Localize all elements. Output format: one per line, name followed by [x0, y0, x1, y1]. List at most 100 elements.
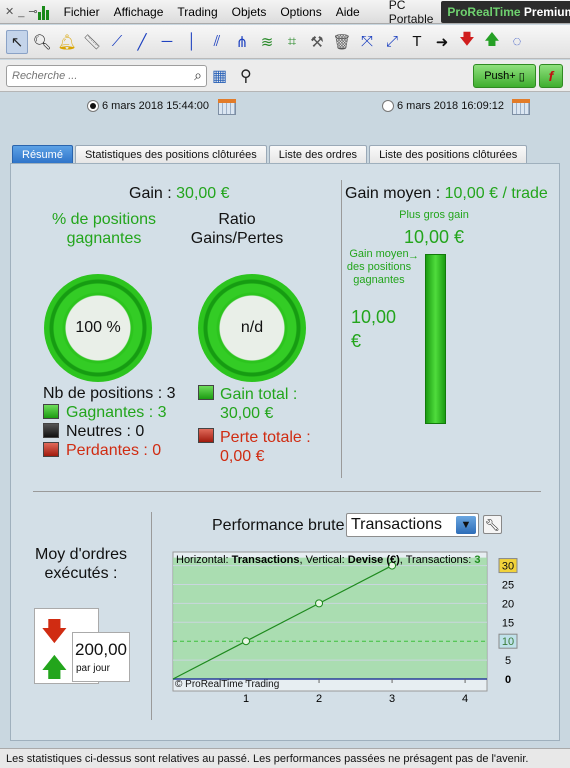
- biggest-gain-label: Plus gros gain: [399, 209, 469, 221]
- y-tick-label: 25: [502, 579, 514, 591]
- ratio-ring: n/d: [198, 274, 306, 382]
- avg-orders-value: 200,00: [75, 640, 127, 659]
- start-date-radio[interactable]: [87, 100, 99, 112]
- close-icon[interactable]: ✕: [5, 6, 15, 18]
- gain-label: Gain :: [129, 185, 177, 202]
- magnifier-icon[interactable]: 🔍︎: [32, 33, 52, 51]
- line-icon[interactable]: ╱: [137, 33, 147, 51]
- script-button[interactable]: f: [539, 64, 563, 88]
- section-divider-vertical: [341, 180, 342, 478]
- menu-affichage[interactable]: Affichage: [113, 4, 164, 19]
- text-icon[interactable]: T: [412, 33, 422, 50]
- ruler-icon[interactable]: 📏︎: [82, 33, 102, 51]
- tab-liste-ordres[interactable]: Liste des ordres: [268, 145, 368, 163]
- channel-icon[interactable]: ⫽: [213, 33, 221, 50]
- total-gain-value: 30,00 €: [220, 405, 274, 422]
- avg-win-value: 10,00 €: [351, 307, 397, 351]
- losers-swatch: [43, 442, 59, 457]
- tab-resume[interactable]: Résumé: [12, 145, 73, 163]
- horizontal-line-icon[interactable]: ─: [161, 33, 173, 50]
- neutral-swatch: [43, 423, 59, 438]
- gann-icon[interactable]: ⌗: [287, 33, 297, 50]
- tab-statistiques[interactable]: Statistiques des positions clôturées: [74, 145, 267, 163]
- chart-legend: Horizontal: Transactions, Vertical: Devi…: [176, 554, 481, 566]
- tools-icon[interactable]: ⚒: [310, 33, 324, 51]
- chevron-down-icon[interactable]: ▼: [456, 516, 476, 534]
- chart-watermark: © ProRealTime Trading: [175, 679, 279, 690]
- menu-fichier[interactable]: Fichier: [63, 4, 100, 19]
- screener-icon[interactable]: ▦: [212, 68, 228, 85]
- x-tick-label: 1: [243, 693, 249, 705]
- y-tick-label: 15: [502, 617, 514, 629]
- end-date: 6 mars 2018 16:09:12: [397, 100, 505, 112]
- orders-per-day-card: 200,00 par jour: [72, 632, 130, 682]
- neutral-count: Neutres : 0: [66, 423, 145, 440]
- search-box: ⌕: [6, 65, 207, 87]
- total-gain-label: Gain total :: [220, 386, 298, 403]
- total-gain: Gain total : 30,00 €: [220, 385, 297, 423]
- menu-trading[interactable]: Trading: [177, 4, 218, 19]
- section-divider-horizontal: [33, 491, 541, 492]
- data-point: [388, 561, 397, 570]
- avg-orders-unit: par jour: [76, 663, 110, 674]
- chart-divider-vertical: [151, 512, 152, 720]
- data-point: [242, 637, 251, 646]
- total-loss: Perte totale : 0,00 €: [220, 428, 311, 466]
- y-tick-label: 5: [505, 655, 511, 667]
- total-loss-swatch: [198, 428, 214, 443]
- menu-objets[interactable]: Objets: [231, 4, 267, 19]
- pc-portable-label[interactable]: PC Portable: [388, 0, 434, 26]
- avg-gain-bar: [425, 254, 446, 424]
- gain-value: 30,00 €: [176, 185, 230, 202]
- segment-icon[interactable]: ⟋: [111, 33, 123, 50]
- search-icon[interactable]: ⌕: [194, 67, 202, 83]
- search-row: ⌕ ▦ ⚲ Push+▯ f: [0, 60, 570, 92]
- pitchfork-icon[interactable]: ⋔: [235, 33, 249, 51]
- value-tag: [498, 558, 518, 574]
- report-tabs: Résumé Statistiques des positions clôtur…: [12, 145, 528, 163]
- date-range-row: 6 mars 2018 15:44:00 6 mars 2018 16:09:1…: [0, 93, 570, 123]
- performance-select-value: Transactions: [351, 516, 442, 533]
- losers-count: Perdantes : 0: [66, 442, 162, 459]
- alert-bell-icon[interactable]: 🔔︎: [57, 33, 77, 51]
- end-calendar-icon[interactable]: [512, 99, 530, 115]
- vertical-line-icon[interactable]: │: [187, 33, 197, 50]
- end-date-radio[interactable]: [382, 100, 394, 112]
- pointer-icon[interactable]: ↖: [6, 29, 28, 54]
- search-input[interactable]: [7, 66, 177, 86]
- menu-aide[interactable]: Aide: [335, 4, 360, 19]
- product-badge: ProRealTime Premium: [441, 0, 570, 23]
- arrow-down-icon[interactable]: 🡇: [459, 31, 475, 48]
- settings-wrench-button[interactable]: 🔧︎: [483, 515, 502, 534]
- minimize-icon[interactable]: _: [18, 5, 25, 18]
- push-button[interactable]: Push+ ▯: [473, 64, 536, 88]
- badge-brand: ProRealTime: [447, 4, 521, 19]
- fibonacci-icon[interactable]: ≋: [260, 33, 274, 51]
- menu-options[interactable]: Options: [280, 4, 322, 19]
- chart-fill-area: [173, 557, 487, 679]
- drawing-toolbar: ↖ 🔍︎ 🔔︎ 📏︎ ⟋ ╱ ─ │ ⫽ ⋔ ≋ ⌗ ⚒ 🗑︎ ⤧ ⤢ T ➜ …: [0, 25, 570, 59]
- buy-arrow-icon: 🡅: [41, 652, 68, 682]
- trash-icon[interactable]: 🗑︎: [332, 33, 352, 51]
- win-rate-label: % de positions gagnantes: [51, 211, 157, 247]
- x-tick-label: 2: [316, 693, 322, 705]
- total-gain-swatch: [198, 385, 214, 400]
- pin-icon[interactable]: ⊸: [28, 6, 38, 18]
- arrow-right-icon[interactable]: ➜: [435, 33, 449, 51]
- trend-icon[interactable]: ⤢: [385, 33, 398, 50]
- probe-icon[interactable]: ⚲: [240, 68, 252, 85]
- start-calendar-icon[interactable]: [218, 99, 236, 115]
- data-point: [315, 599, 324, 608]
- performance-label: Performance brute: [212, 517, 345, 534]
- gain-row: Gain : 30,00 €: [129, 185, 230, 203]
- sell-arrow-icon: 🡇: [41, 616, 68, 646]
- arrow-up-icon[interactable]: 🡅: [484, 31, 500, 48]
- avg-orders-label: Moy d'ordres exécutés :: [35, 546, 127, 582]
- performance-select[interactable]: Transactions ▼: [346, 513, 479, 537]
- winners-swatch: [43, 404, 59, 419]
- ratio-label: Ratio Gains/Pertes: [190, 211, 284, 247]
- ellipse-icon[interactable]: ◌: [512, 33, 522, 50]
- avg-win-label: Gain moyen des positions gagnantes: [346, 248, 412, 286]
- tab-liste-positions[interactable]: Liste des positions clôturées: [369, 145, 528, 163]
- points-icon[interactable]: ⤧: [360, 33, 373, 50]
